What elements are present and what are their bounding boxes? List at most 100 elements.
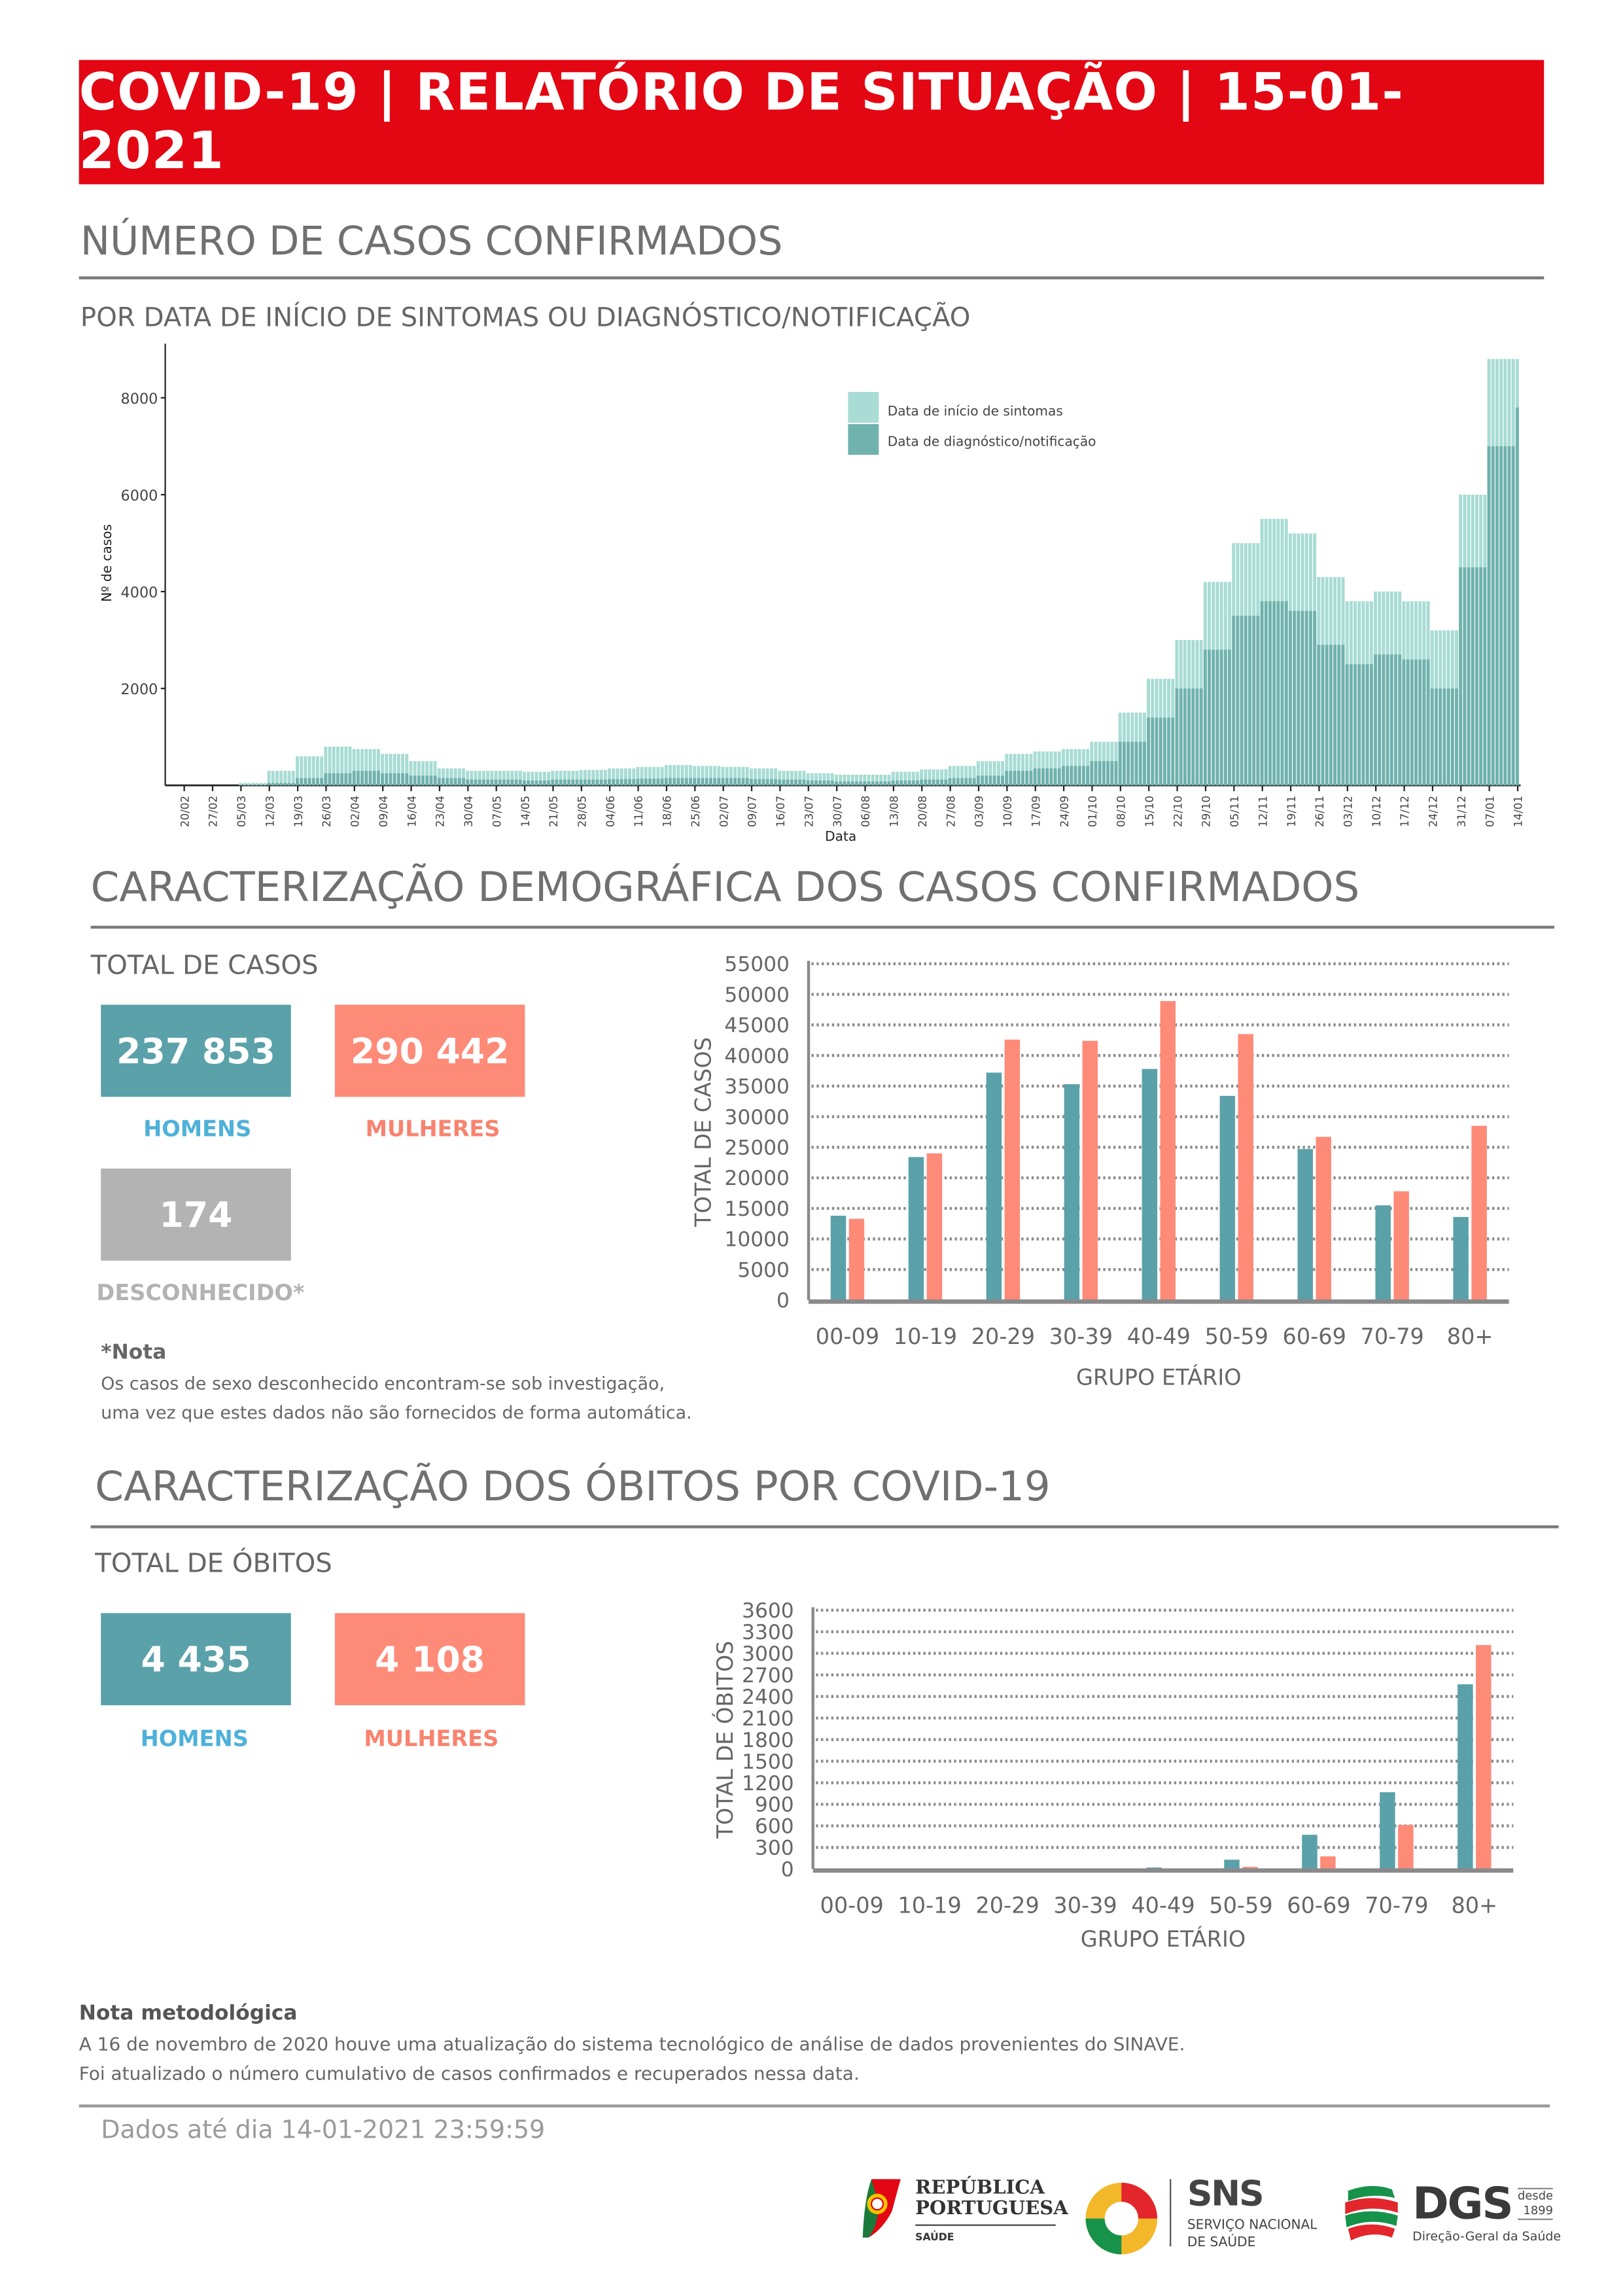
x-tick-label: 60-69 (1287, 1893, 1350, 1918)
x-tick-label: 13/08 (888, 796, 901, 827)
diagnosis-bar (1252, 616, 1255, 785)
x-tick-label: 00-09 (820, 1893, 883, 1918)
x-tick-label: 07/01 (1483, 796, 1496, 827)
women-bar (1238, 1034, 1253, 1300)
diagnosis-bar (1447, 688, 1450, 785)
method-note-text: A 16 de novembro de 2020 houve uma atual… (79, 2030, 1185, 2088)
diagnosis-bar (357, 771, 360, 785)
diagnosis-bar (567, 779, 570, 785)
unknown-cases-value: 174 (159, 1194, 232, 1235)
diagnosis-bar (312, 778, 315, 785)
diagnosis-bar (822, 781, 826, 785)
diagnosis-bar (1418, 660, 1422, 785)
diagnosis-bar (997, 775, 1000, 785)
x-tick-label: 09/04 (377, 796, 390, 827)
diagnosis-bar (1151, 718, 1154, 786)
diagnosis-bar (1034, 768, 1037, 785)
diagnosis-bar (1333, 645, 1336, 786)
report-header: COVID-19 | RELATÓRIO DE SITUAÇÃO | 15-01… (79, 60, 1544, 185)
y-tick-label: 10000 (724, 1228, 790, 1252)
diagnosis-bar (320, 778, 323, 785)
deaths-by-age-chart: 0300600900120015001800210024002700300033… (672, 1587, 1579, 1967)
diagnosis-bar (1171, 718, 1174, 786)
diagnosis-bar (1289, 611, 1292, 786)
diagnosis-bar (859, 781, 862, 785)
diagnosis-bar (292, 783, 295, 786)
diagnosis-bar (656, 779, 659, 785)
diagnosis-bar (1508, 446, 1511, 785)
diagnosis-bar (434, 775, 437, 785)
diagnosis-bar (271, 783, 275, 786)
men-cases-box: 237 853 (101, 1005, 291, 1097)
diagnosis-bar (722, 778, 725, 785)
diagnosis-bar (247, 785, 251, 786)
diagnosis-bar (964, 778, 968, 785)
x-tick-label: 80+ (1447, 1324, 1493, 1349)
divider (91, 926, 1554, 928)
diagnosis-bar (486, 779, 489, 785)
legend-swatch-onset (848, 392, 879, 423)
diagnosis-bar (470, 779, 473, 785)
x-tick-label: 18/06 (661, 796, 674, 827)
diagnosis-bar (344, 773, 347, 786)
diagnosis-bar (369, 771, 372, 785)
diagnosis-bar (717, 778, 720, 785)
diagnosis-bar (681, 778, 684, 785)
diagnosis-bar (1281, 601, 1284, 785)
diagnosis-bar (616, 779, 619, 786)
diagnosis-bar (632, 779, 635, 786)
women-bar (1005, 1040, 1020, 1300)
diagnosis-bar (255, 785, 258, 786)
diagnosis-bar (454, 778, 457, 785)
diagnosis-bar (1220, 650, 1223, 785)
demographics-section-title: CARACTERIZAÇÃO DEMOGRÁFICA DOS CASOS CON… (91, 863, 1360, 911)
x-tick-label: 27/02 (207, 796, 220, 827)
diagnosis-bar (981, 775, 984, 785)
x-tick-label: 50-59 (1209, 1893, 1272, 1918)
diagnosis-bar (559, 779, 563, 785)
diagnosis-bar (798, 779, 801, 785)
diagnosis-bar (498, 779, 502, 785)
diagnosis-bar (888, 781, 891, 785)
diagnosis-bar (576, 779, 579, 785)
diagnosis-bar (1135, 742, 1138, 786)
x-axis-title: GRUPO ETÁRIO (1081, 1926, 1246, 1952)
diagnosis-bar (1094, 761, 1098, 785)
diagnosis-bar (1361, 664, 1365, 785)
x-tick-label: 03/12 (1342, 796, 1355, 827)
diagnosis-bar (316, 778, 319, 785)
x-tick-label: 14/01 (1512, 796, 1525, 827)
diagnosis-bar (1139, 742, 1142, 786)
diagnosis-bar (336, 773, 340, 786)
women-bar (1316, 1137, 1331, 1300)
x-tick-label: 40-49 (1131, 1893, 1195, 1918)
diagnosis-bar (1350, 664, 1353, 785)
diagnosis-bar (373, 771, 376, 785)
diagnosis-bar (697, 778, 700, 785)
women-bar (1320, 1856, 1335, 1869)
x-tick-label: 50-59 (1205, 1324, 1268, 1349)
diagnosis-bar (993, 775, 996, 785)
note-line: uma vez que estes dados não são fornecid… (101, 1398, 691, 1428)
x-tick-label: 30/04 (462, 796, 475, 827)
diagnosis-bar (474, 779, 478, 785)
y-tick-label: 1200 (742, 1772, 794, 1795)
diagnosis-bar (1268, 601, 1272, 785)
diagnosis-bar (543, 781, 546, 785)
diagnosis-bar (417, 775, 421, 785)
diagnosis-bar (1422, 660, 1425, 785)
y-tick-label: 25000 (724, 1137, 790, 1160)
diagnosis-bar (1054, 768, 1057, 785)
x-tick-label: 29/10 (1200, 796, 1213, 827)
diagnosis-bar (786, 779, 790, 785)
diagnosis-bar (896, 781, 899, 785)
diagnosis-bar (1357, 664, 1361, 785)
women-deaths-value: 4 108 (375, 1638, 485, 1680)
men-bar (1453, 1217, 1468, 1300)
legend-label: Data de início de sintomas (888, 403, 1063, 419)
divider (79, 2104, 1550, 2107)
diagnosis-bar (1049, 768, 1053, 785)
x-tick-label: 20-29 (975, 1893, 1039, 1918)
